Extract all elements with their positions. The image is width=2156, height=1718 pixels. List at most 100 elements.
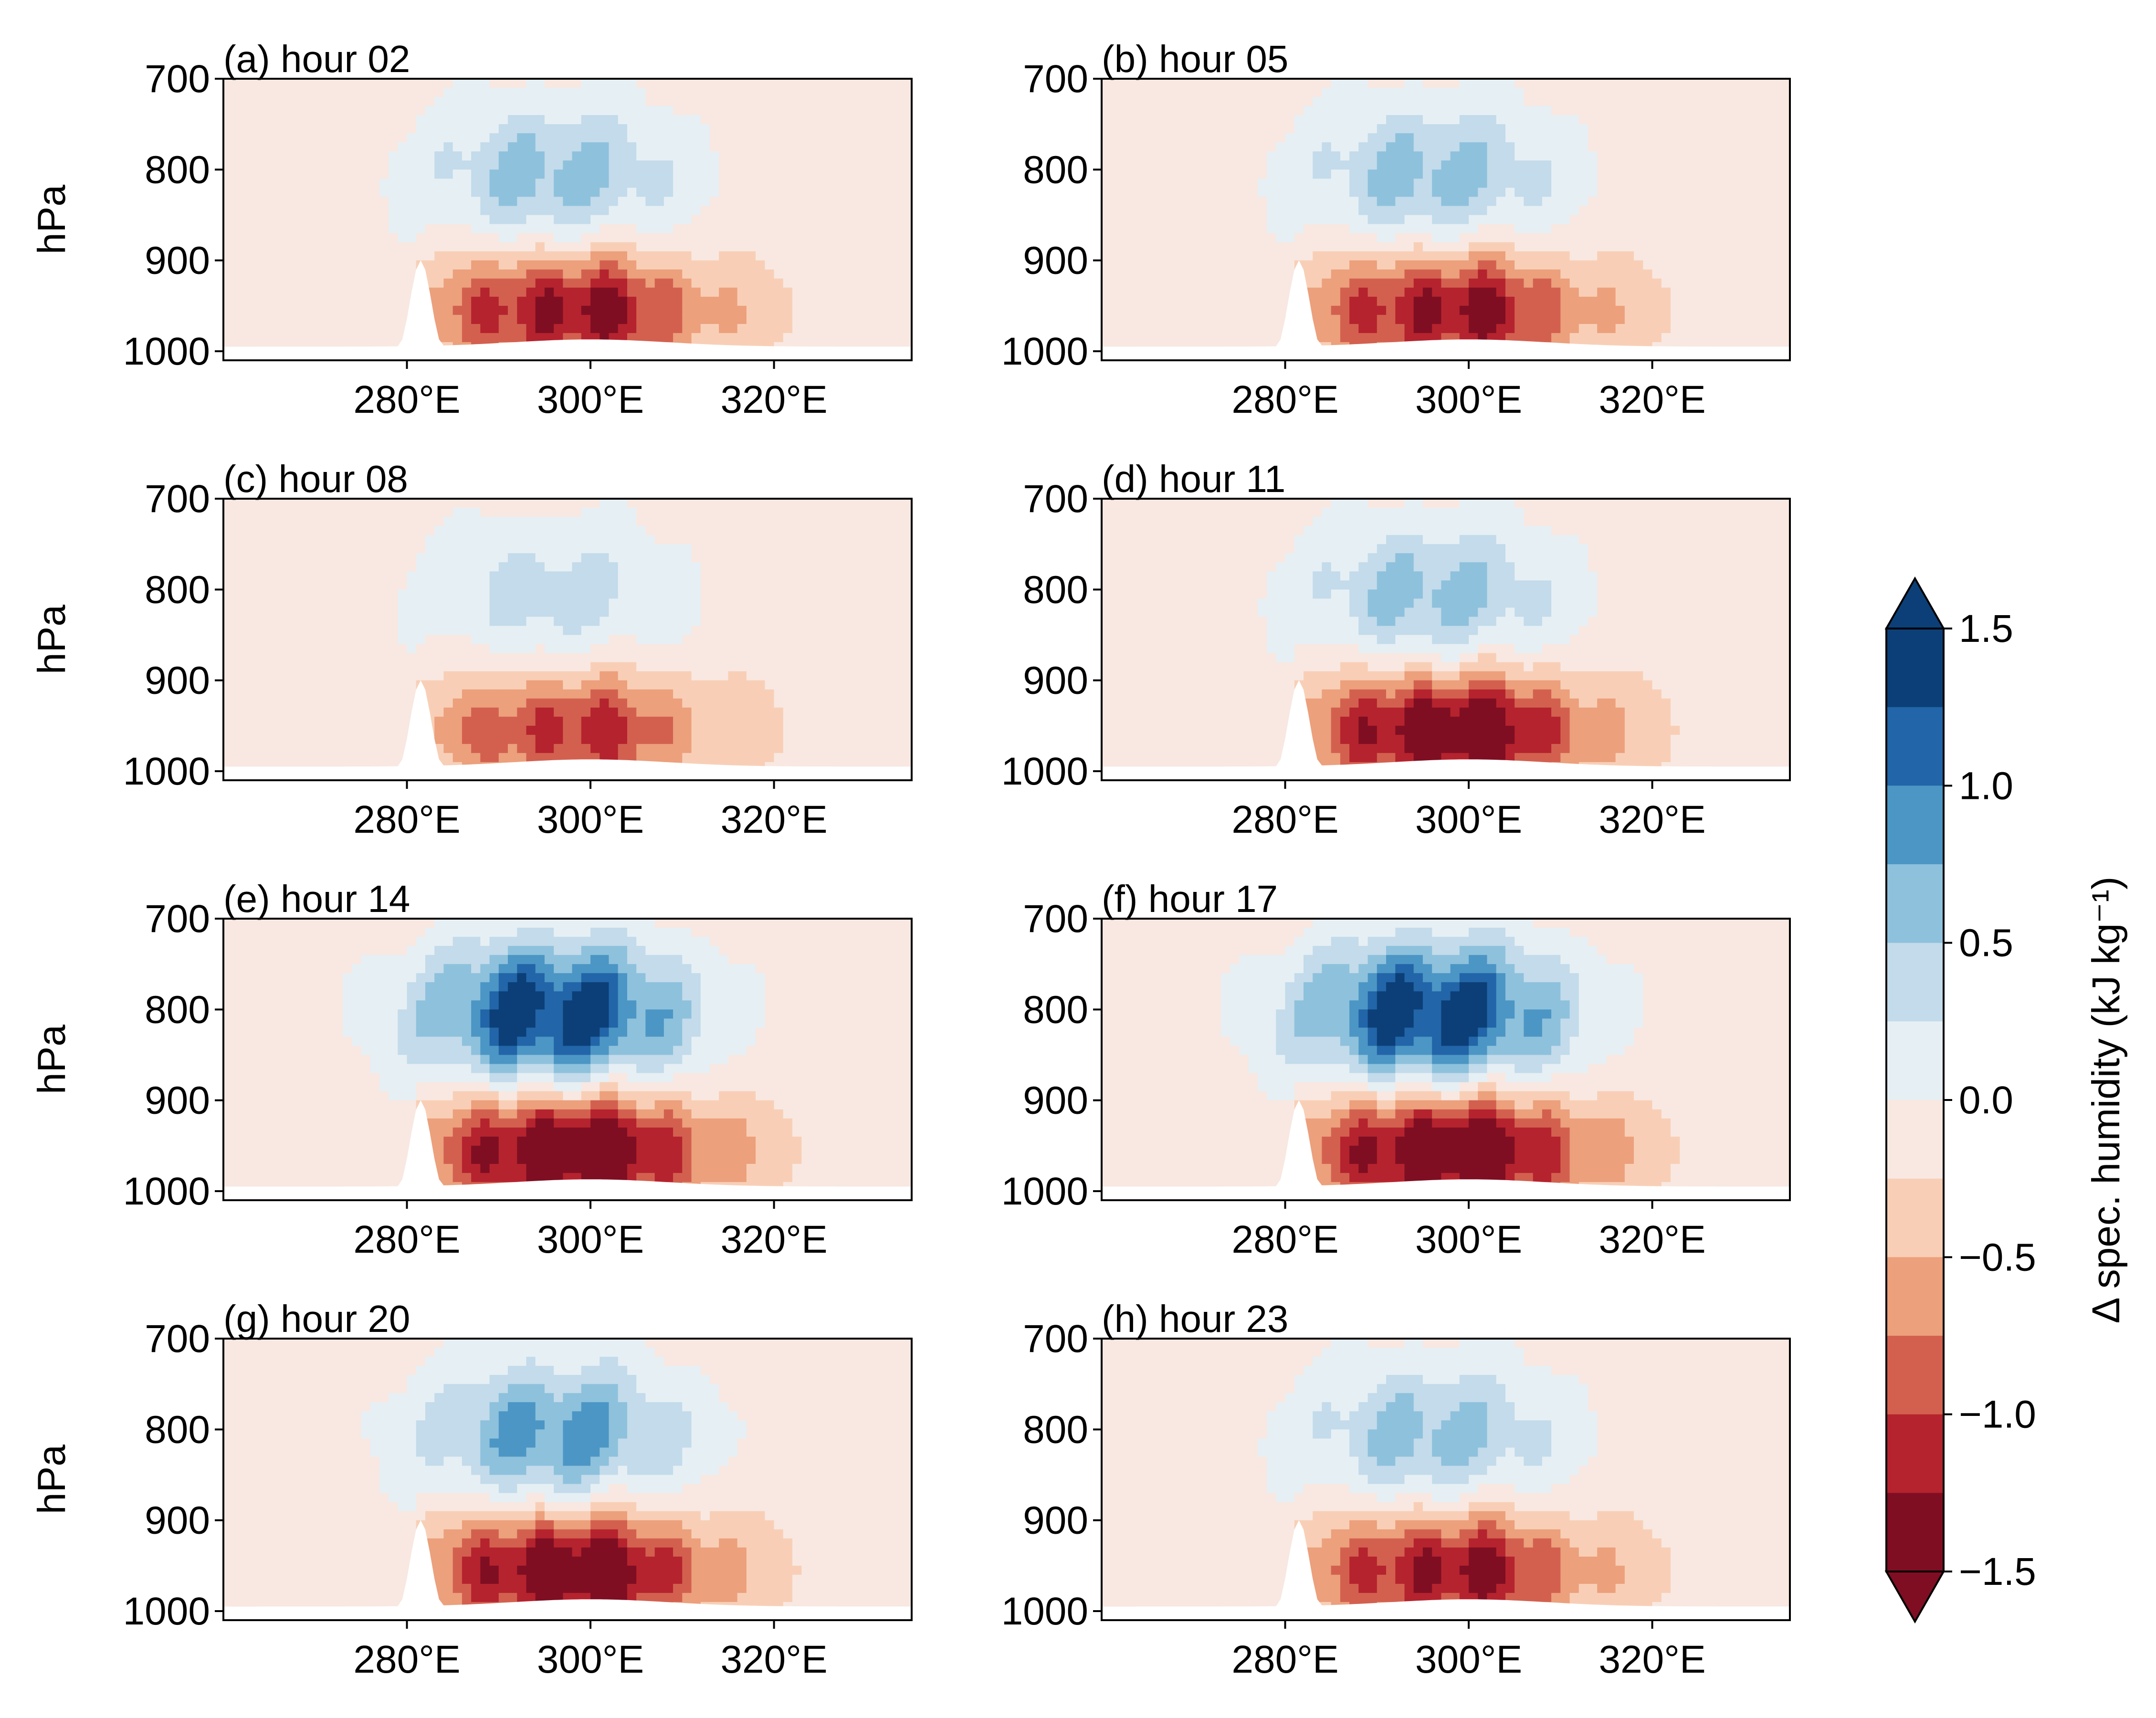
contour-cell xyxy=(1542,160,1552,170)
contour-cell xyxy=(1615,169,1625,179)
contour-cell xyxy=(636,296,646,306)
contour-cell xyxy=(1377,233,1387,243)
contour-cell xyxy=(379,115,389,125)
contour-cell xyxy=(1725,106,1735,115)
contour-cell xyxy=(673,305,683,315)
contour-cell xyxy=(535,115,545,125)
contour-cell xyxy=(572,124,582,134)
contour-cell xyxy=(719,324,729,334)
contour-cell xyxy=(1643,142,1653,152)
contour-cell xyxy=(370,160,380,170)
contour-cell xyxy=(407,133,417,143)
contour-cell xyxy=(434,296,444,306)
contour-cell xyxy=(324,296,334,306)
contour-cell xyxy=(1267,79,1277,88)
contour-cell xyxy=(452,215,463,225)
contour-cell xyxy=(1533,206,1543,216)
contour-cell xyxy=(389,233,399,243)
contour-cell xyxy=(232,680,242,690)
contour-cell xyxy=(1588,142,1598,152)
contour-cell xyxy=(1533,278,1543,288)
contour-cell xyxy=(278,698,288,708)
contour-cell xyxy=(645,314,655,325)
contour-cell xyxy=(1533,251,1543,261)
contour-cell xyxy=(223,680,233,690)
contour-cell xyxy=(1340,160,1350,170)
contour-cell xyxy=(242,224,252,234)
contour-cell xyxy=(1138,124,1148,134)
contour-cell xyxy=(443,79,453,88)
contour-cell xyxy=(838,206,848,216)
contour-cell xyxy=(333,106,343,115)
contour-cell xyxy=(1422,333,1432,343)
contour-cell xyxy=(856,133,866,143)
contour-cell xyxy=(820,305,830,315)
contour-cell xyxy=(1276,115,1286,125)
contour-cell xyxy=(1661,314,1671,325)
contour-cell xyxy=(609,269,619,279)
contour-cell xyxy=(663,169,673,179)
contour-cell xyxy=(746,224,756,234)
contour-cell xyxy=(1661,97,1671,106)
contour-cell xyxy=(508,160,517,170)
contour-cell xyxy=(251,644,261,654)
contour-cell xyxy=(792,314,802,325)
contour-cell xyxy=(563,305,573,315)
contour-cell xyxy=(893,314,903,325)
contour-cell xyxy=(462,206,472,216)
contour-cell xyxy=(1698,88,1708,97)
contour-cell xyxy=(599,178,610,189)
contour-cell xyxy=(1753,233,1763,243)
contour-cell xyxy=(1735,278,1745,288)
contour-cell xyxy=(517,305,527,315)
contour-cell xyxy=(315,88,325,97)
contour-cell xyxy=(654,142,664,152)
contour-cell xyxy=(1386,287,1396,297)
contour-cell xyxy=(389,178,399,189)
contour-cell xyxy=(820,151,830,161)
contour-cell xyxy=(452,278,463,288)
contour-cell xyxy=(1487,278,1497,288)
contour-cell xyxy=(1193,197,1203,207)
contour-cell xyxy=(554,233,564,243)
contour-cell xyxy=(232,535,242,545)
contour-cell xyxy=(1689,169,1699,179)
contour-cell xyxy=(1422,160,1432,170)
contour-cell xyxy=(1322,178,1332,189)
contour-cell xyxy=(306,260,316,270)
contour-cell xyxy=(452,178,463,189)
contour-cell xyxy=(1487,79,1497,88)
contour-cell xyxy=(1478,269,1488,279)
contour-cell xyxy=(1624,314,1634,325)
contour-cell xyxy=(884,178,894,189)
contour-cell xyxy=(756,206,766,216)
contour-cell xyxy=(1578,142,1588,152)
contour-cell xyxy=(361,305,371,315)
contour-cell xyxy=(287,197,297,207)
contour-cell xyxy=(1267,178,1277,189)
contour-cell xyxy=(342,260,352,270)
contour-cell xyxy=(278,287,288,297)
contour-cell xyxy=(590,133,600,143)
contour-cell xyxy=(232,88,242,97)
contour-cell xyxy=(232,571,242,581)
contour-cell xyxy=(1285,160,1295,170)
contour-cell xyxy=(1102,197,1111,207)
contour-cell xyxy=(820,197,830,207)
contour-cell xyxy=(535,242,545,252)
contour-cell xyxy=(398,242,408,252)
contour-cell xyxy=(856,106,866,115)
contour-cell xyxy=(352,88,362,97)
contour-cell xyxy=(296,314,306,325)
contour-cell xyxy=(1111,106,1121,115)
contour-cell xyxy=(1211,151,1221,161)
contour-cell xyxy=(389,88,399,97)
contour-cell xyxy=(1744,296,1754,306)
contour-cell xyxy=(535,287,545,297)
contour-cell xyxy=(269,233,279,243)
contour-cell xyxy=(1698,278,1708,288)
contour-cell xyxy=(691,314,701,325)
contour-cell xyxy=(581,169,591,179)
contour-cell xyxy=(627,169,637,179)
contour-cell xyxy=(636,305,646,315)
